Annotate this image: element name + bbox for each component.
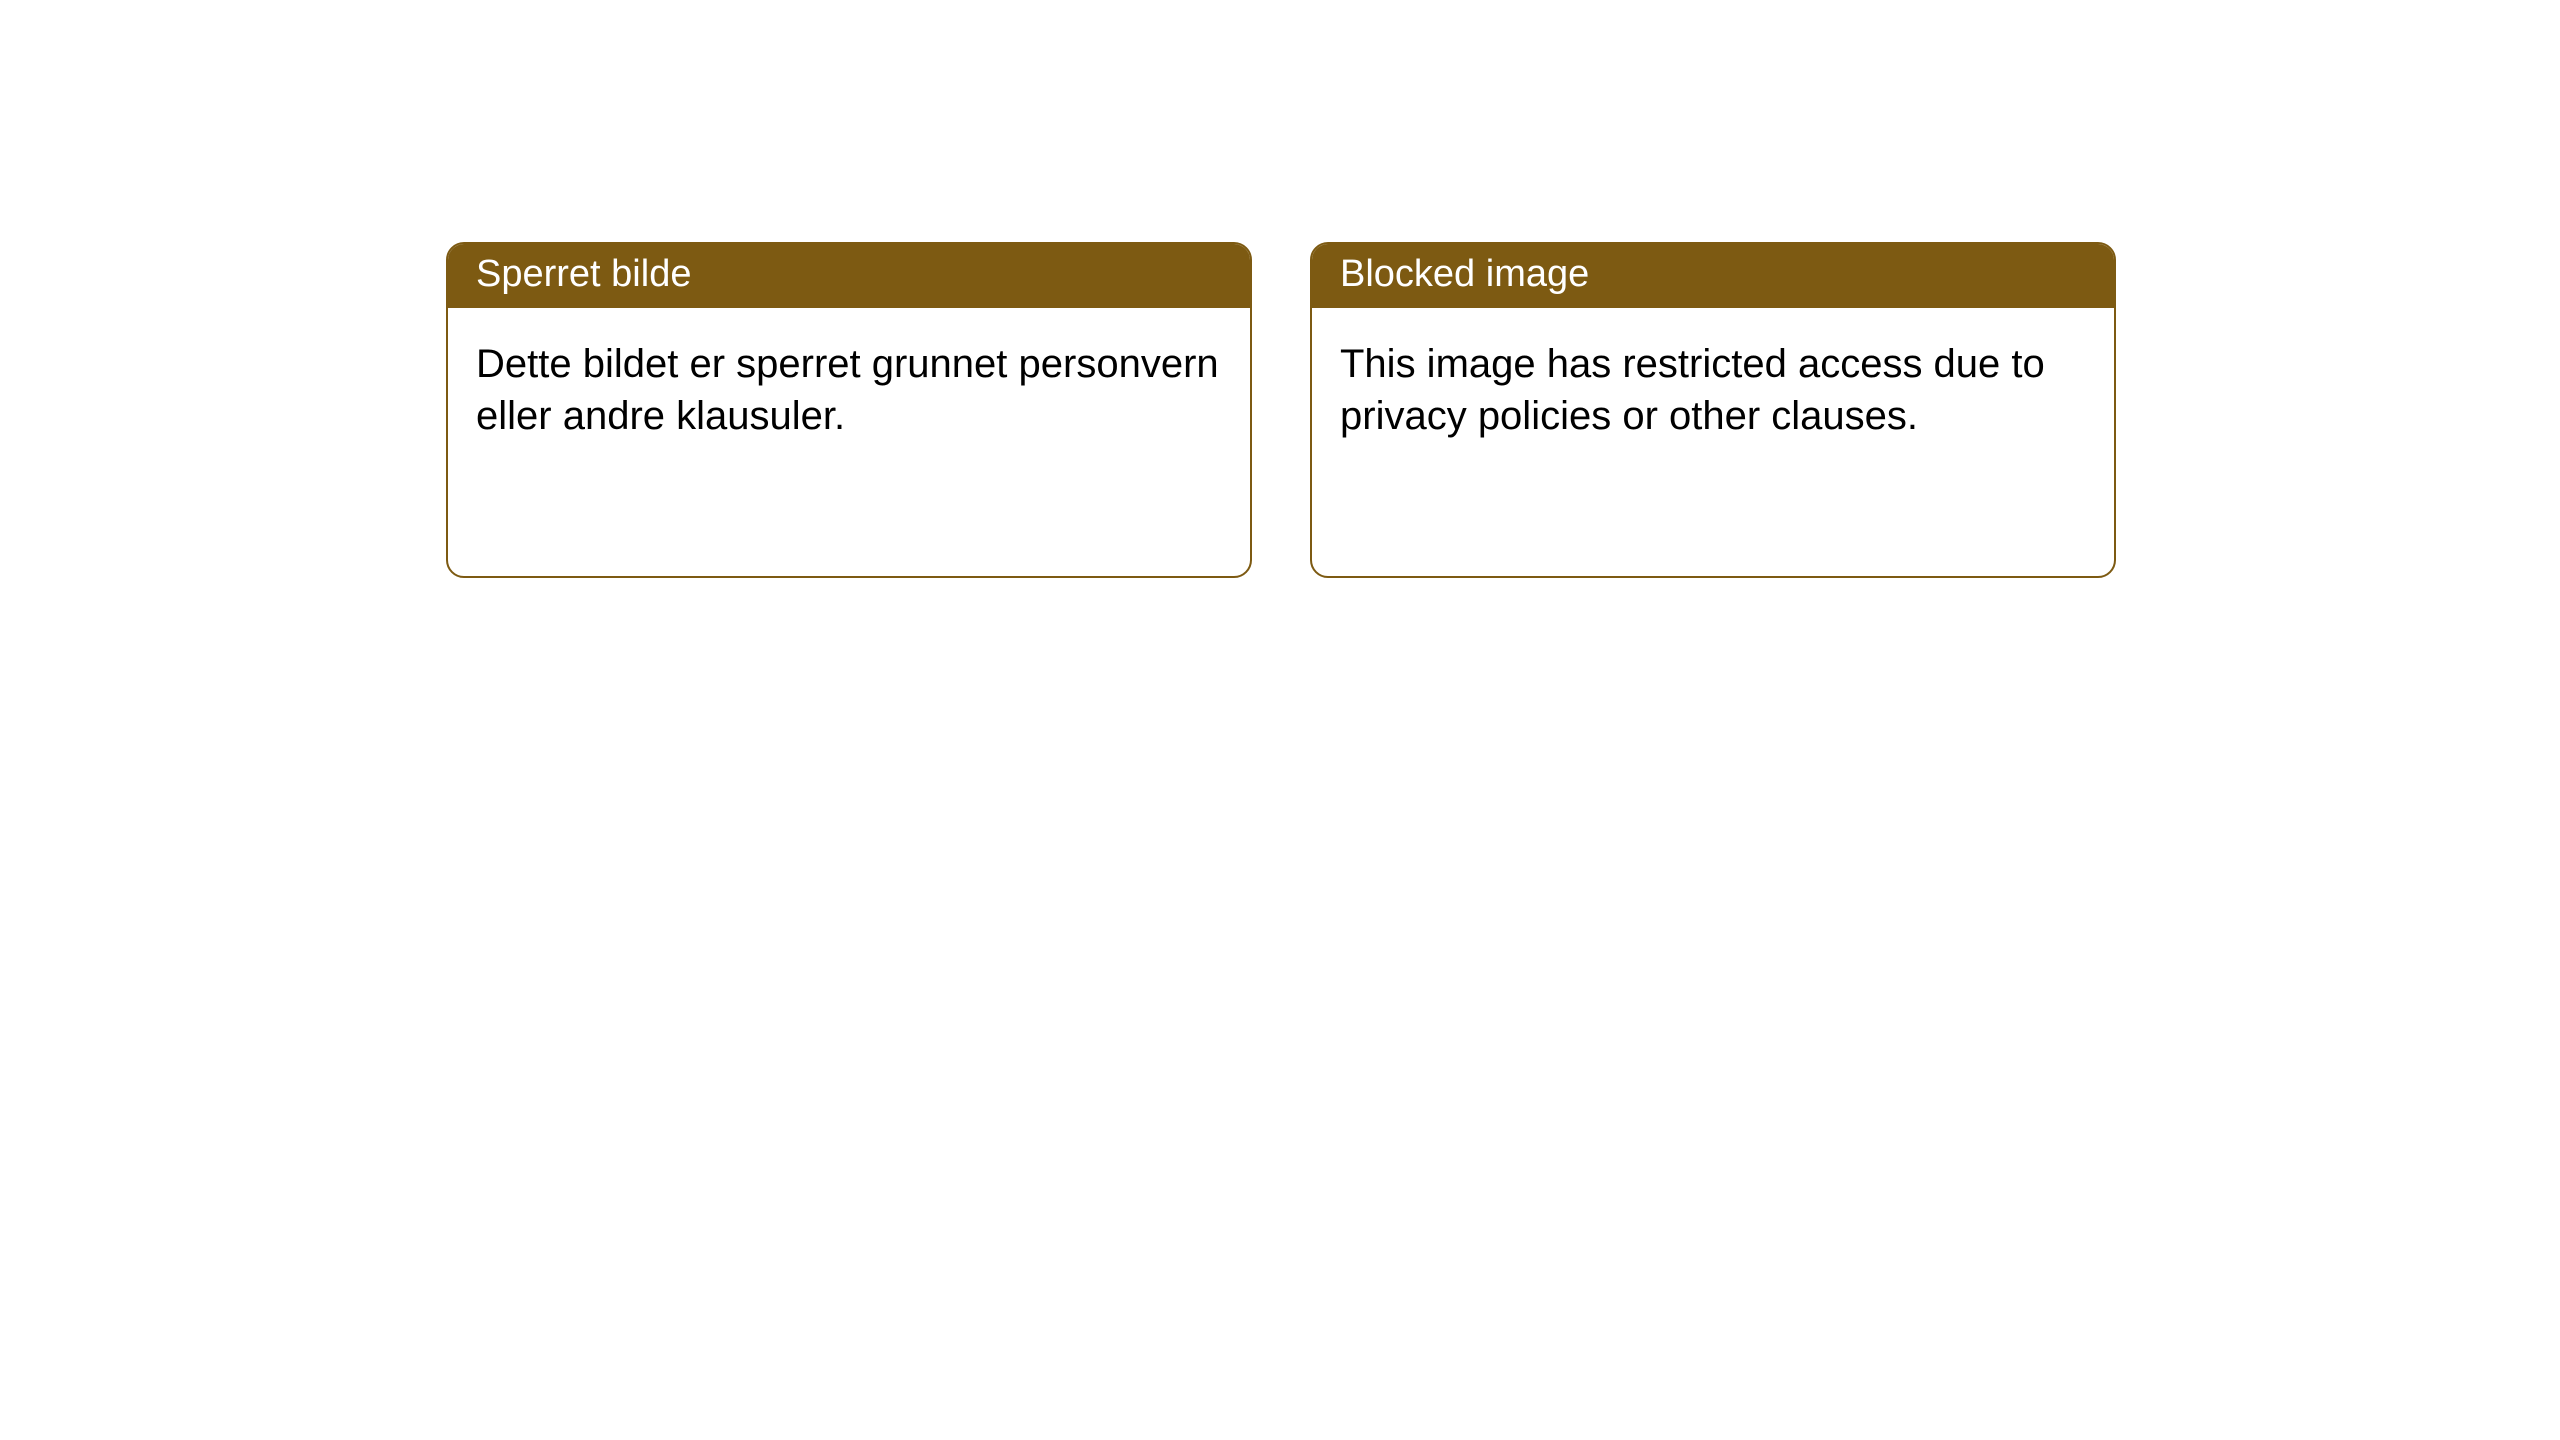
- notice-cards-container: Sperret bilde Dette bildet er sperret gr…: [446, 242, 2116, 578]
- notice-card-body: Dette bildet er sperret grunnet personve…: [448, 308, 1250, 472]
- notice-card-norwegian: Sperret bilde Dette bildet er sperret gr…: [446, 242, 1252, 578]
- notice-card-title: Blocked image: [1312, 244, 2114, 308]
- notice-card-body: This image has restricted access due to …: [1312, 308, 2114, 472]
- notice-card-title: Sperret bilde: [448, 244, 1250, 308]
- notice-card-english: Blocked image This image has restricted …: [1310, 242, 2116, 578]
